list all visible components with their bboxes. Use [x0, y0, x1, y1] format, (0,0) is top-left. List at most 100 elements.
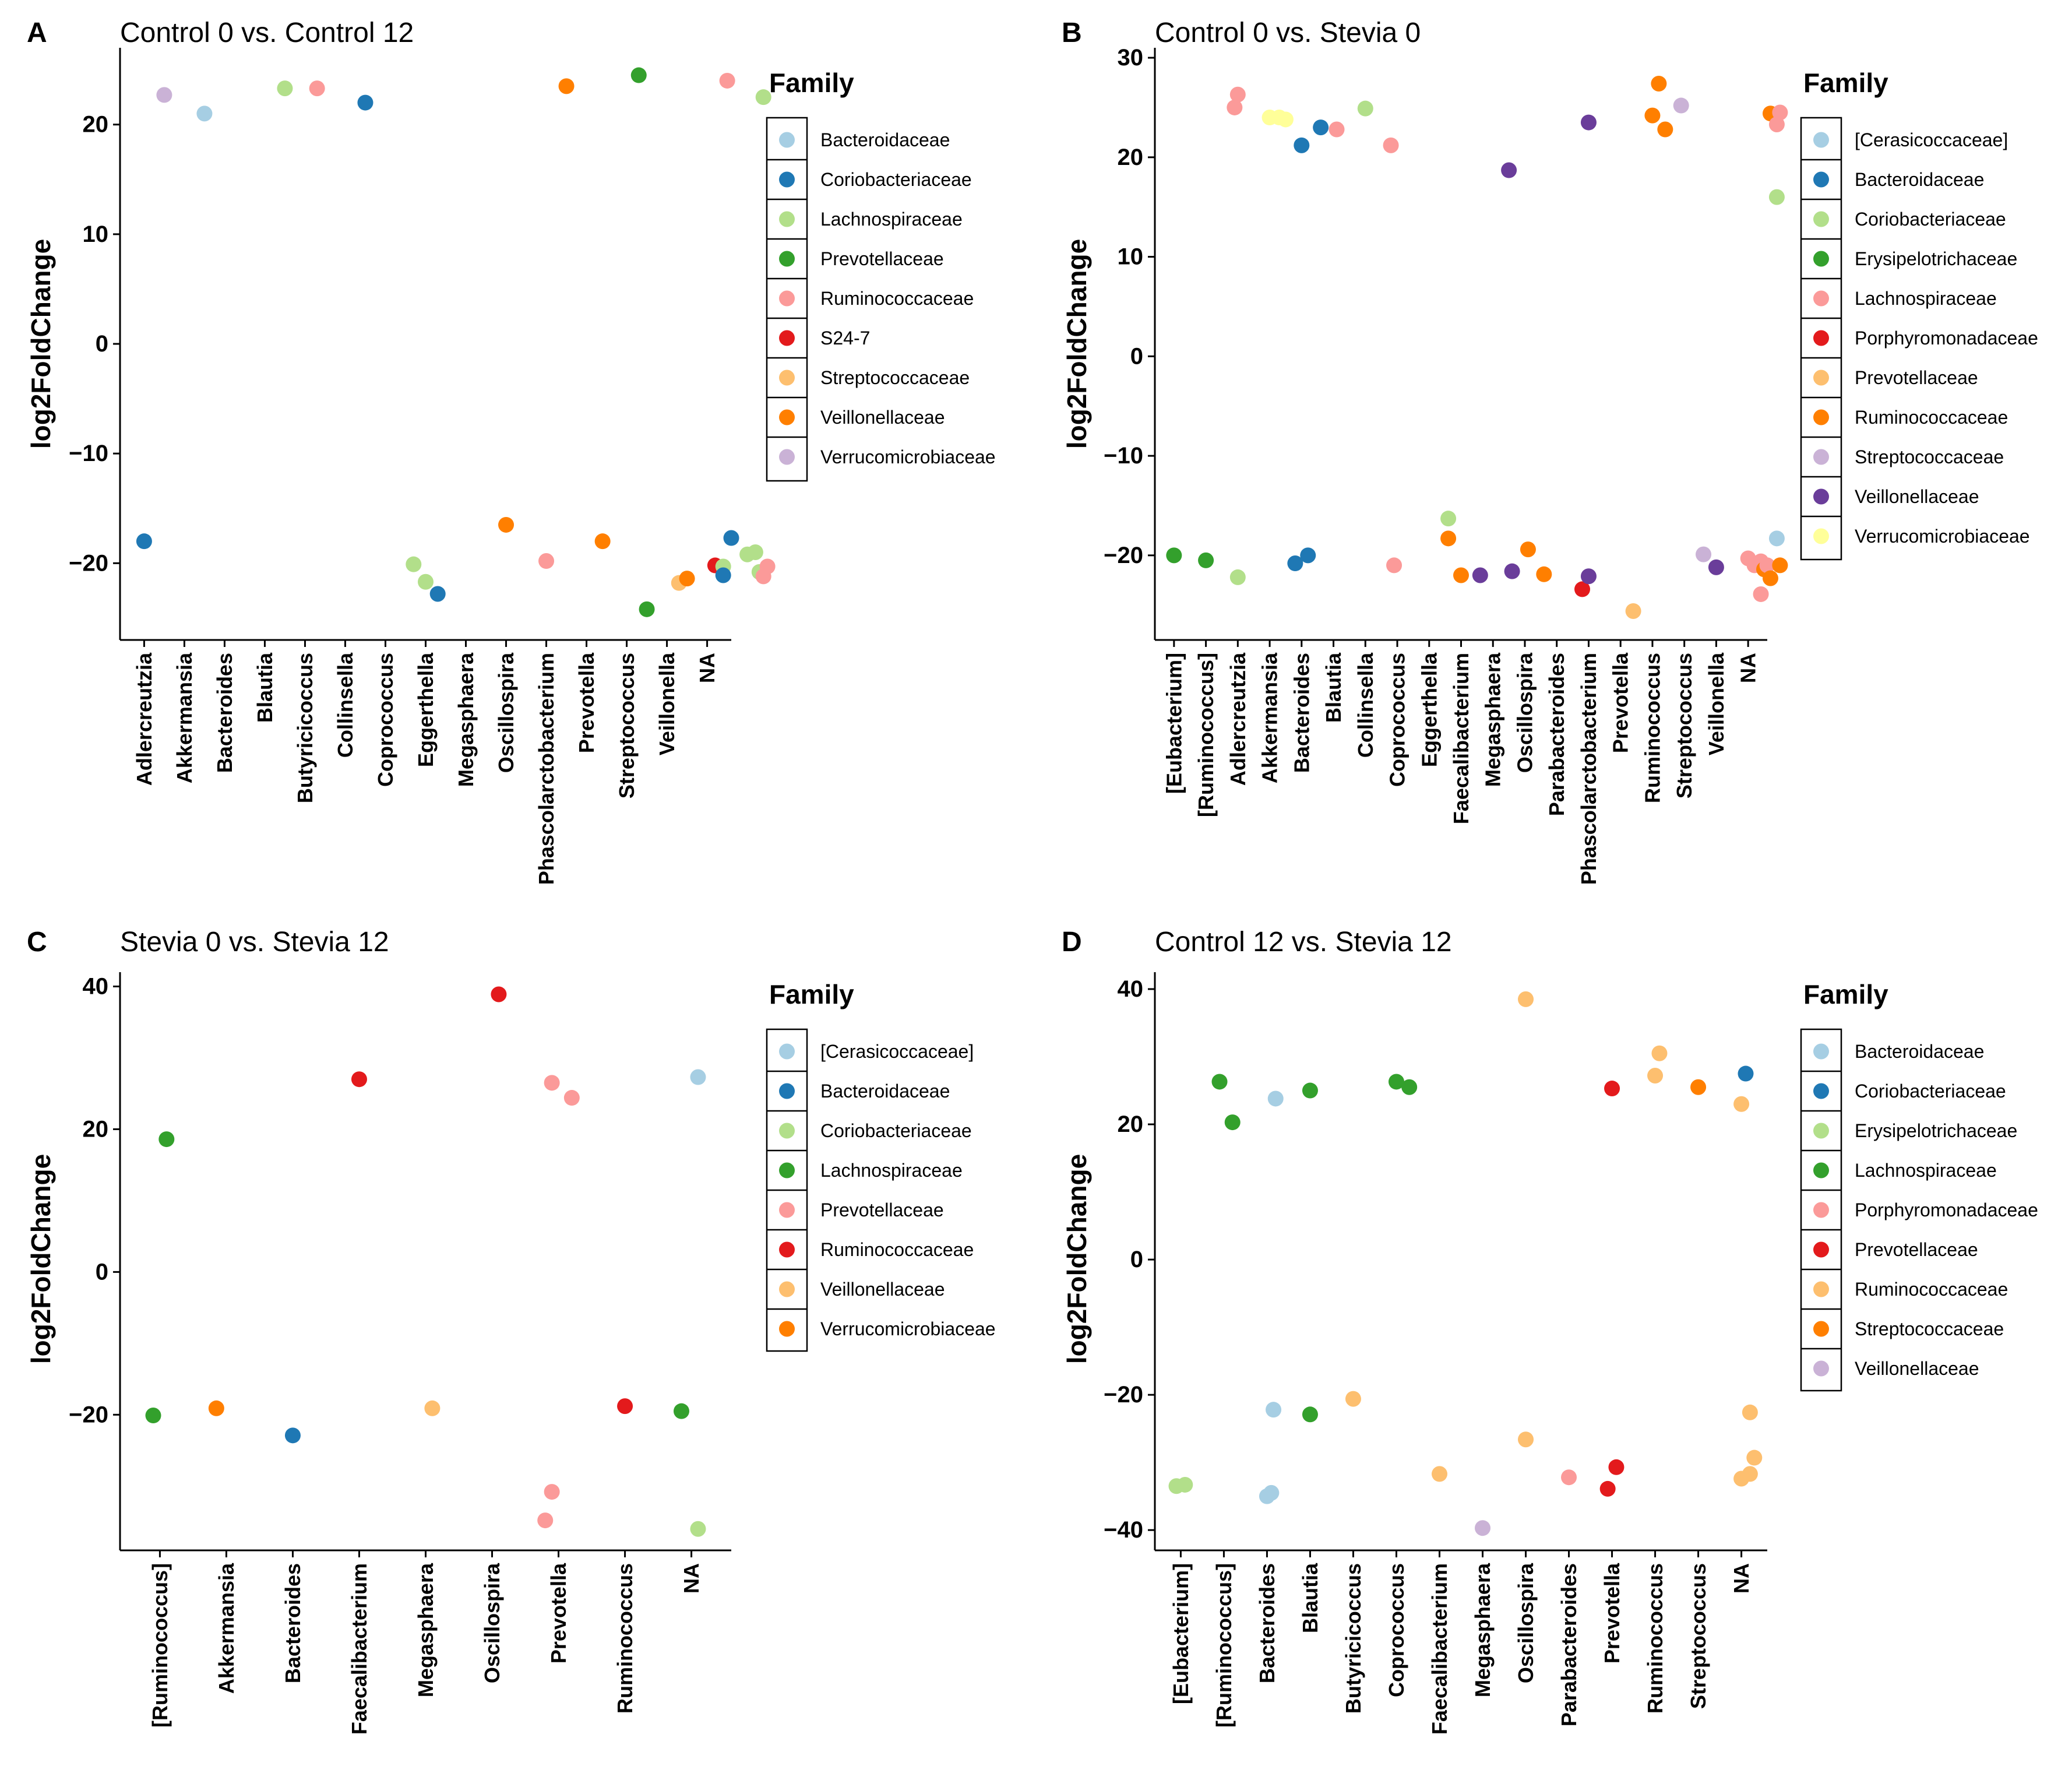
- x-tick-label: Faecalibacterium: [347, 1563, 371, 1735]
- legend-swatch: [1813, 370, 1829, 386]
- legend-item-label: Ruminococcaceae: [820, 1239, 974, 1260]
- data-point: [429, 586, 446, 602]
- data-point: [1772, 557, 1788, 574]
- x-tick-label: Coprococcus: [1386, 653, 1409, 787]
- data-point: [630, 67, 647, 83]
- legend-swatch: [779, 1123, 795, 1139]
- data-point: [1453, 567, 1469, 583]
- x-tick-label: Coprococcus: [1384, 1563, 1408, 1697]
- data-point: [544, 1075, 560, 1091]
- x-tick-label: Streptococcus: [1672, 653, 1696, 798]
- legend-item-label: Veillonellaceae: [820, 1279, 945, 1300]
- y-tick-label: 20: [83, 112, 109, 138]
- data-point: [558, 78, 575, 94]
- data-point: [277, 80, 293, 97]
- data-point: [617, 1398, 633, 1415]
- panel-a: A Control 0 vs. Control 12log2FoldChange−…: [26, 17, 996, 885]
- panel-letter: C: [27, 927, 47, 958]
- x-tick-label: Streptococcus: [615, 653, 639, 798]
- x-tick-label: Butyricicoccus: [1341, 1563, 1365, 1714]
- legend-swatch: [779, 370, 795, 386]
- panel-c: C Stevia 0 vs. Stevia 12 log2FoldChange −20…: [26, 927, 996, 1735]
- panel-b: B Control 0 vs. Stevia 0 log2FoldChange −20…: [1062, 17, 2038, 885]
- x-tick-label: Coprococcus: [373, 653, 397, 787]
- data-point: [1472, 567, 1488, 583]
- data-point: [1768, 530, 1785, 547]
- legend-swatch: [779, 1162, 795, 1178]
- data-point: [145, 1408, 161, 1424]
- data-point: [418, 574, 434, 590]
- data-point: [538, 553, 555, 569]
- legend-swatch: [779, 449, 795, 465]
- data-point: [1708, 559, 1724, 575]
- legend-item-label: Coriobacteriaceae: [820, 1120, 972, 1141]
- data-point: [1440, 511, 1457, 527]
- data-point: [1224, 1114, 1241, 1131]
- x-tick-label: Megasphaera: [1471, 1563, 1495, 1697]
- data-point: [719, 72, 735, 89]
- x-tick-label: Butyricicoccus: [293, 653, 317, 803]
- data-point: [1762, 570, 1778, 586]
- y-tick-label: 10: [1118, 244, 1144, 270]
- y-tick-label: 0: [96, 1259, 108, 1285]
- legend-item-label: Bacteroidaceae: [820, 1081, 950, 1102]
- data-point: [1294, 137, 1310, 153]
- data-point: [1742, 1404, 1758, 1420]
- legend-item-label: [Cerasicoccaceae]: [1855, 129, 2008, 150]
- data-point: [1302, 1082, 1318, 1099]
- legend-item-label: Lachnospiraceae: [1855, 1160, 1997, 1181]
- legend-swatch: [779, 409, 795, 425]
- legend-item-label: Erysipelotrichaceae: [1855, 248, 2017, 269]
- y-tick-label: −20: [1104, 543, 1143, 568]
- legend-item-label: Prevotellaceae: [820, 248, 944, 269]
- x-tick-label: Veillonella: [655, 652, 679, 755]
- data-point: [755, 89, 771, 105]
- legend-swatch: [1813, 1043, 1829, 1060]
- data-point: [357, 94, 373, 111]
- x-tick-label: Faecalibacterium: [1449, 653, 1473, 824]
- data-point: [1177, 1476, 1193, 1493]
- x-tick-label: Veillonella: [1704, 652, 1728, 755]
- legend-swatch: [1813, 290, 1829, 307]
- x-tick-label: [Eubacterium]: [1169, 1563, 1193, 1704]
- data-point: [1738, 1065, 1754, 1082]
- x-tick-label: NA: [1729, 1563, 1753, 1593]
- x-tick-label: Phascolarctobacterium: [534, 653, 558, 885]
- x-tick-label: Oscillospira: [494, 652, 518, 773]
- legend-swatch: [1813, 1162, 1829, 1178]
- legend-swatch: [779, 132, 795, 148]
- data-point: [1647, 1068, 1664, 1084]
- data-point: [1475, 1520, 1491, 1536]
- legend-swatch: [1813, 1083, 1829, 1099]
- y-tick-label: 40: [1118, 976, 1144, 1002]
- x-tick-label: Megasphaera: [1481, 652, 1505, 787]
- y-axis-label: log2FoldChange: [1062, 1154, 1092, 1364]
- legend-item-label: Verrucomicrobiaceae: [820, 446, 996, 467]
- y-tick-label: −10: [69, 441, 108, 466]
- y-axis-label: log2FoldChange: [26, 1154, 56, 1364]
- x-tick-label: Megasphaera: [414, 1563, 438, 1697]
- x-tick-label: Eggerthella: [414, 652, 438, 767]
- data-point: [1166, 547, 1182, 564]
- y-tick-label: 20: [1118, 1111, 1144, 1137]
- y-tick-label: 10: [83, 221, 109, 247]
- data-point: [1604, 1081, 1620, 1097]
- legend-item-label: Veillonellaceae: [1855, 486, 1979, 507]
- data-point: [156, 87, 172, 103]
- data-point: [563, 1090, 580, 1106]
- data-point: [690, 1069, 706, 1085]
- data-point: [1733, 1471, 1750, 1487]
- data-point: [309, 80, 325, 97]
- x-tick-label: NA: [1736, 653, 1760, 683]
- x-tick-label: [Ruminococcus]: [1212, 1563, 1236, 1728]
- x-tick-label: Megasphaera: [454, 652, 478, 787]
- legend-item-label: Streptococcaceae: [1855, 446, 2004, 467]
- x-tick-label: NA: [695, 653, 719, 683]
- data-point: [1383, 137, 1399, 153]
- data-point: [690, 1521, 706, 1537]
- legend: Family [Cerasicoccaceae] Bacteroidaceae Cor…: [766, 979, 996, 1352]
- x-tick-label: Akkermansia: [214, 1563, 238, 1694]
- data-point: [1401, 1079, 1418, 1095]
- x-tick-label: Parabacteroides: [1545, 653, 1569, 816]
- panel-letter: A: [27, 17, 47, 48]
